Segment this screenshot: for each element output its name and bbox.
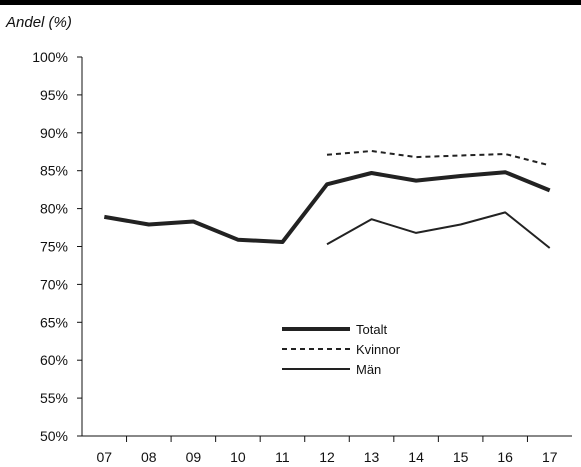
y-tick-label: 65%: [40, 314, 68, 330]
y-tick-label: 60%: [40, 352, 68, 368]
y-tick-label: 95%: [40, 87, 68, 103]
y-ticks: 50% 55% 60% 65% 70% 75% 80% 85% 90% 95% 100%: [32, 49, 82, 444]
y-tick-label: 100%: [32, 49, 68, 65]
x-tick-label: 13: [364, 449, 380, 465]
series-line-kvinnor: [326, 150, 550, 167]
x-tick-label: 10: [230, 449, 246, 465]
x-tick-label: 15: [453, 449, 469, 465]
top-rule: [0, 0, 581, 5]
x-tick-label: 08: [141, 449, 157, 465]
y-tick-label: 75%: [40, 239, 68, 255]
x-tick-label: 07: [96, 449, 112, 465]
axes: [81, 57, 572, 437]
y-tick-label: 70%: [40, 276, 68, 292]
x-ticks: 07 08 09 10 11 12 13 14 15 16 17: [96, 436, 558, 465]
y-tick-label: 55%: [40, 390, 68, 406]
y-tick-label: 50%: [40, 428, 68, 444]
x-tick-label: 11: [275, 449, 290, 465]
series-line-män: [326, 211, 551, 249]
legend-label-kvinnor: Kvinnor: [356, 342, 401, 357]
x-tick-label: 14: [408, 449, 424, 465]
x-tick-label: 09: [186, 449, 202, 465]
series-line-totalt: [103, 170, 551, 244]
y-axis-title: Andel (%): [6, 14, 72, 31]
x-tick-label: 17: [542, 449, 558, 465]
legend-label-totalt: Totalt: [356, 322, 387, 337]
x-tick-label: 16: [497, 449, 513, 465]
x-tick-label: 12: [319, 449, 335, 465]
y-tick-label: 85%: [40, 163, 68, 179]
y-tick-label: 80%: [40, 201, 68, 217]
legend-label-män: Män: [356, 362, 381, 377]
series-lines: [103, 150, 551, 249]
legend: Totalt Kvinnor Män: [282, 322, 401, 377]
y-tick-label: 90%: [40, 125, 68, 141]
